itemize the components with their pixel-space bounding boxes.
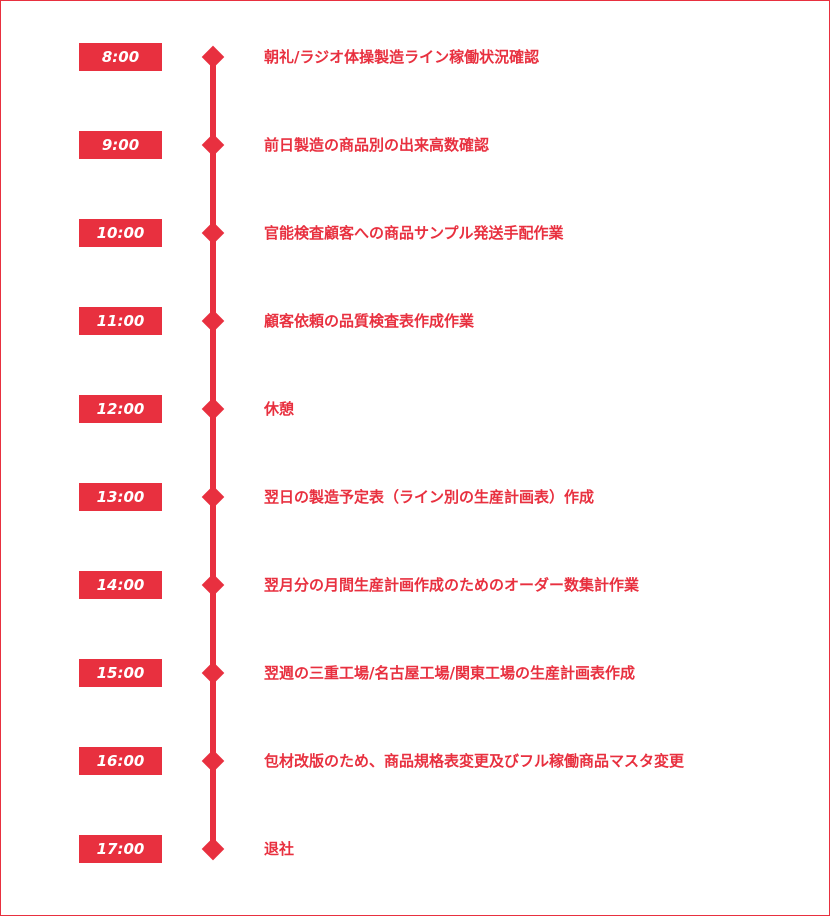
- schedule-row: 14:00 翌月分の月間生産計画作成のためのオーダー数集計作業: [1, 571, 830, 599]
- schedule-row: 17:00 退社: [1, 835, 830, 863]
- activity-label: 翌日の製造予定表（ライン別の生産計画表）作成: [264, 488, 595, 506]
- time-badge: 9:00: [79, 131, 162, 159]
- time-badge: 14:00: [79, 571, 162, 599]
- timeline-vertical-line: [210, 55, 216, 850]
- timeline-diamond-marker: [201, 221, 225, 245]
- activity-label: 休憩: [264, 400, 295, 418]
- activity-label: 朝礼/ラジオ体操製造ライン稼働状況確認: [264, 48, 540, 66]
- time-badge: 8:00: [79, 43, 162, 71]
- activity-label: 包材改版のため、商品規格表変更及びフル稼働商品マスタ変更: [264, 752, 685, 770]
- timeline-diamond-marker: [201, 309, 225, 333]
- timeline-diamond-marker: [201, 133, 225, 157]
- activity-label: 顧客依頼の品質検査表作成作業: [264, 312, 475, 330]
- timeline-diamond-marker: [201, 397, 225, 421]
- time-badge: 13:00: [79, 483, 162, 511]
- timeline-diamond-marker: [201, 45, 225, 69]
- schedule-row: 12:00 休憩: [1, 395, 830, 423]
- timeline-diamond-marker: [201, 661, 225, 685]
- schedule-row: 11:00 顧客依頼の品質検査表作成作業: [1, 307, 830, 335]
- activity-label: 前日製造の商品別の出来高数確認: [264, 136, 490, 154]
- schedule-row: 13:00 翌日の製造予定表（ライン別の生産計画表）作成: [1, 483, 830, 511]
- time-badge: 17:00: [79, 835, 162, 863]
- activity-label: 翌週の三重工場/名古屋工場/関東工場の生産計画表作成: [264, 664, 635, 682]
- activity-label: 翌月分の月間生産計画作成のためのオーダー数集計作業: [264, 576, 640, 594]
- schedule-row: 16:00 包材改版のため、商品規格表変更及びフル稼働商品マスタ変更: [1, 747, 830, 775]
- timeline-diamond-marker: [201, 837, 225, 861]
- time-badge: 16:00: [79, 747, 162, 775]
- schedule-row: 15:00 翌週の三重工場/名古屋工場/関東工場の生産計画表作成: [1, 659, 830, 687]
- activity-label: 官能検査顧客への商品サンプル発送手配作業: [264, 224, 564, 242]
- timeline-diamond-marker: [201, 573, 225, 597]
- schedule-row: 10:00 官能検査顧客への商品サンプル発送手配作業: [1, 219, 830, 247]
- timeline-diamond-marker: [201, 749, 225, 773]
- time-badge: 11:00: [79, 307, 162, 335]
- time-badge: 15:00: [79, 659, 162, 687]
- schedule-row: 9:00 前日製造の商品別の出来高数確認: [1, 131, 830, 159]
- activity-label: 退社: [264, 840, 295, 858]
- time-badge: 12:00: [79, 395, 162, 423]
- time-badge: 10:00: [79, 219, 162, 247]
- timeline-diamond-marker: [201, 485, 225, 509]
- schedule-row: 8:00 朝礼/ラジオ体操製造ライン稼働状況確認: [1, 43, 830, 71]
